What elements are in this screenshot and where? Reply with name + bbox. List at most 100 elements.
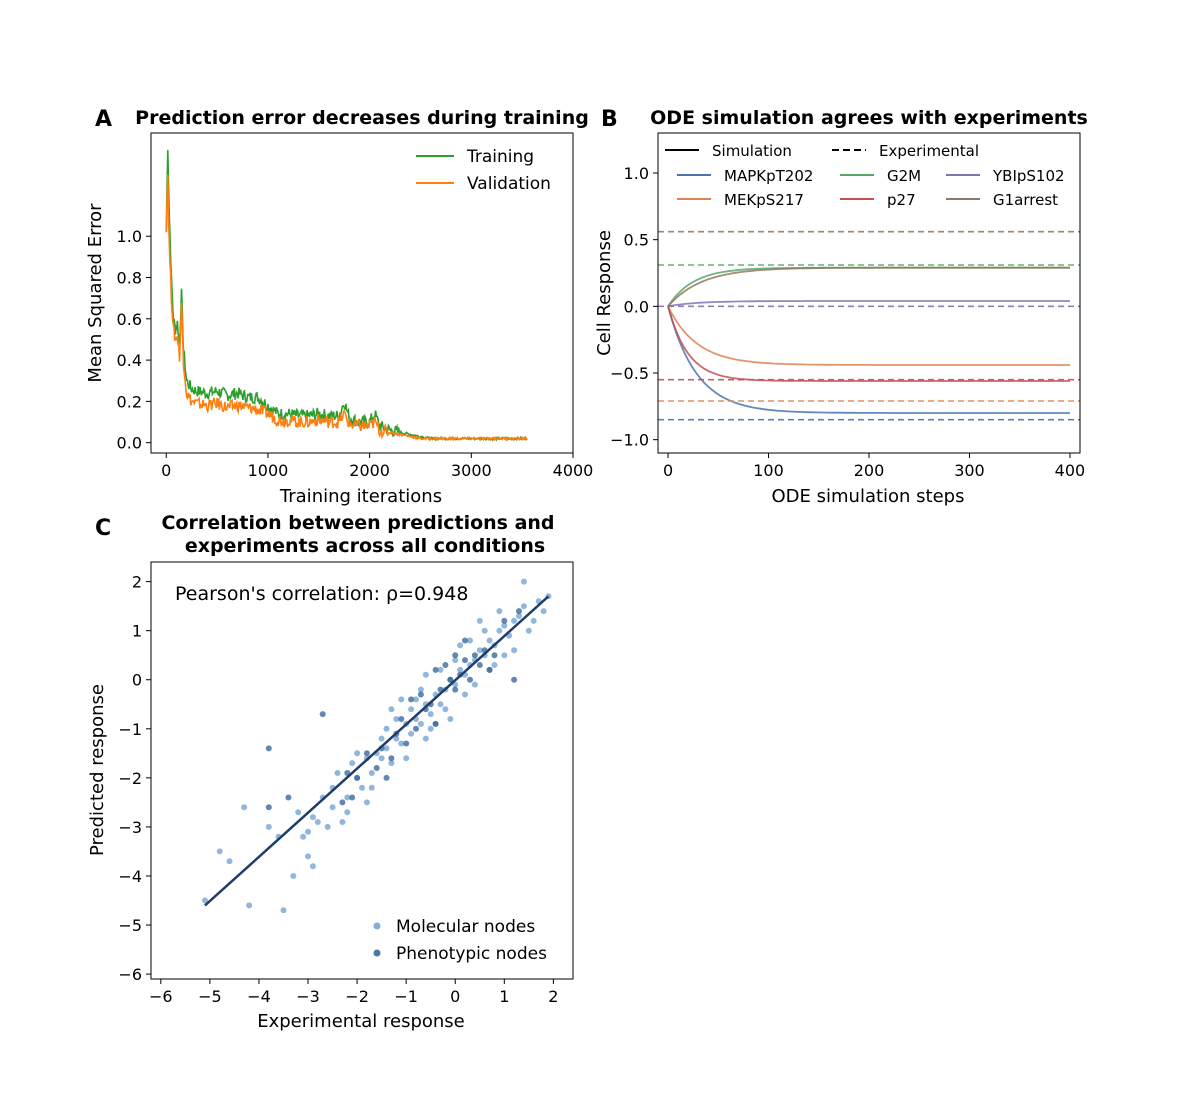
point-phenotypic-nodes (452, 652, 459, 659)
panel-c-x-tick-label: −6 (149, 987, 173, 1006)
legend-p27-label: p27 (887, 191, 916, 209)
panel-c-x-tick-label: 2 (548, 987, 558, 1006)
point-molecular-nodes (437, 701, 444, 708)
point-phenotypic-nodes (447, 676, 454, 683)
panel-b-y-label: Cell Response (594, 230, 615, 356)
legend-g1arrest-label: G1arrest (993, 191, 1058, 209)
point-phenotypic-nodes (442, 662, 449, 668)
point-molecular-nodes (457, 666, 464, 673)
point-molecular-nodes (427, 711, 434, 718)
legend-simulation-label: Simulation (712, 142, 792, 160)
series-validation-line (165, 174, 528, 442)
point-molecular-nodes (530, 617, 537, 624)
point-molecular-nodes (393, 735, 400, 742)
point-molecular-nodes (457, 642, 464, 649)
panel-c-ticks: −6 −5 −4 −3 −2 −1 0 1 2 −6 −5 −4 −3 −2 −1 0 1 2 (118, 573, 558, 1006)
panel-b-y-tick-label: 0.5 (624, 231, 649, 250)
panel-c-y-tick-label: −3 (118, 818, 142, 837)
point-phenotypic-nodes (265, 745, 272, 752)
panel-b-x-tick-label: 0 (663, 461, 673, 480)
point-molecular-nodes (525, 627, 532, 634)
point-molecular-nodes (476, 647, 483, 654)
point-molecular-nodes (309, 814, 316, 821)
series-mapkpt202-simulation-line (667, 306, 1070, 414)
point-molecular-nodes (476, 617, 483, 624)
panel-a-y-label: Mean Squared Error (85, 203, 106, 383)
point-molecular-nodes (305, 853, 311, 860)
point-phenotypic-nodes (383, 774, 390, 781)
point-molecular-nodes (398, 696, 405, 703)
panel-a-x-tick-label: 3000 (451, 461, 492, 480)
point-molecular-nodes (339, 819, 346, 825)
panel-c-plot (202, 578, 552, 914)
panel-c-title-line-1: Correlation between predictions and (161, 512, 554, 534)
point-phenotypic-nodes (285, 794, 292, 801)
point-molecular-nodes (491, 662, 498, 668)
point-molecular-nodes (309, 863, 316, 870)
point-molecular-nodes (388, 706, 395, 713)
panel-c-y-tick-label: 2 (132, 573, 142, 592)
point-molecular-nodes (241, 804, 248, 811)
point-molecular-nodes (437, 666, 444, 673)
point-molecular-nodes (471, 681, 478, 688)
panel-a-y-tick-label: 0.4 (117, 351, 142, 370)
point-phenotypic-nodes (467, 676, 473, 683)
panel-c-y-tick-label: −4 (118, 867, 142, 886)
panel-c-y-tick-label: −2 (118, 769, 142, 788)
panel-c-x-tick-label: −2 (345, 987, 369, 1006)
legend-phenotypic-nodes-label: Phenotypic nodes (396, 944, 547, 964)
point-molecular-nodes (280, 907, 287, 914)
point-molecular-nodes (324, 823, 331, 830)
point-molecular-nodes (202, 897, 208, 904)
regression-fit-line (204, 595, 550, 907)
panel-a-y-tick-label: 0.6 (117, 310, 142, 329)
panel-c-y-tick-label: 0 (132, 671, 142, 690)
point-molecular-nodes (417, 720, 424, 727)
point-molecular-nodes (344, 809, 351, 816)
panel-b-letter: B (601, 107, 618, 132)
point-molecular-nodes (501, 652, 508, 659)
legend-mapkpt202-label: MAPKpT202 (724, 167, 813, 185)
point-molecular-nodes (226, 858, 233, 865)
point-molecular-nodes (383, 725, 390, 732)
point-molecular-nodes (368, 770, 375, 776)
legend-molecular-nodes-label: Molecular nodes (396, 917, 535, 937)
panel-b-legend: Simulation Experimental MAPKpT202 MEKpS217 G… (665, 142, 1065, 209)
panel-c-legend: Molecular nodes Phenotypic nodes (373, 917, 547, 964)
point-molecular-nodes (363, 799, 370, 806)
point-phenotypic-nodes (432, 720, 439, 727)
panel-a-x-label: Training iterations (279, 486, 442, 507)
point-molecular-nodes (467, 637, 473, 644)
series-p27-simulation-line (667, 306, 1070, 382)
point-phenotypic-nodes (403, 740, 410, 747)
point-molecular-nodes (359, 784, 365, 791)
panel-b-y-tick-label: −1.0 (610, 431, 649, 450)
panel-c-x-tick-label: −1 (394, 987, 418, 1006)
point-phenotypic-nodes (432, 666, 439, 673)
point-molecular-nodes (295, 809, 302, 816)
panel-c-x-tick-label: −5 (198, 987, 222, 1006)
panel-c-x-tick-label: −4 (247, 987, 271, 1006)
point-molecular-nodes (398, 740, 405, 747)
point-molecular-nodes (368, 784, 375, 791)
series-g1arrest-simulation-line (667, 266, 1070, 307)
point-molecular-nodes (378, 755, 385, 762)
point-molecular-nodes (540, 608, 547, 615)
point-molecular-nodes (290, 873, 297, 879)
point-molecular-nodes (349, 760, 356, 767)
point-molecular-nodes (408, 730, 415, 737)
point-phenotypic-nodes (363, 750, 370, 757)
panel-b-x-label: ODE simulation steps (772, 486, 965, 507)
panel-b-title: ODE simulation agrees with experiments (650, 107, 1088, 129)
point-molecular-nodes (462, 691, 468, 698)
panel-a-y-tick-label: 1.0 (117, 227, 142, 246)
point-molecular-nodes (496, 608, 503, 615)
point-molecular-nodes (501, 622, 508, 629)
point-molecular-nodes (378, 735, 385, 742)
point-phenotypic-nodes (516, 608, 522, 615)
point-molecular-nodes (408, 706, 415, 713)
panel-a-y-tick-label: 0.0 (117, 434, 142, 453)
panel-c: C Correlation between predictions and ex… (87, 512, 574, 1032)
panel-c-axes-frame (150, 561, 574, 980)
panel-a-x-tick-label: 1000 (248, 461, 289, 480)
